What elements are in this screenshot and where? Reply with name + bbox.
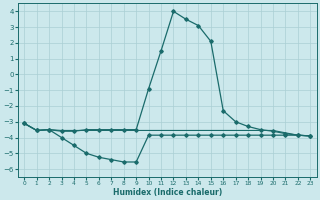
X-axis label: Humidex (Indice chaleur): Humidex (Indice chaleur)	[113, 188, 222, 197]
